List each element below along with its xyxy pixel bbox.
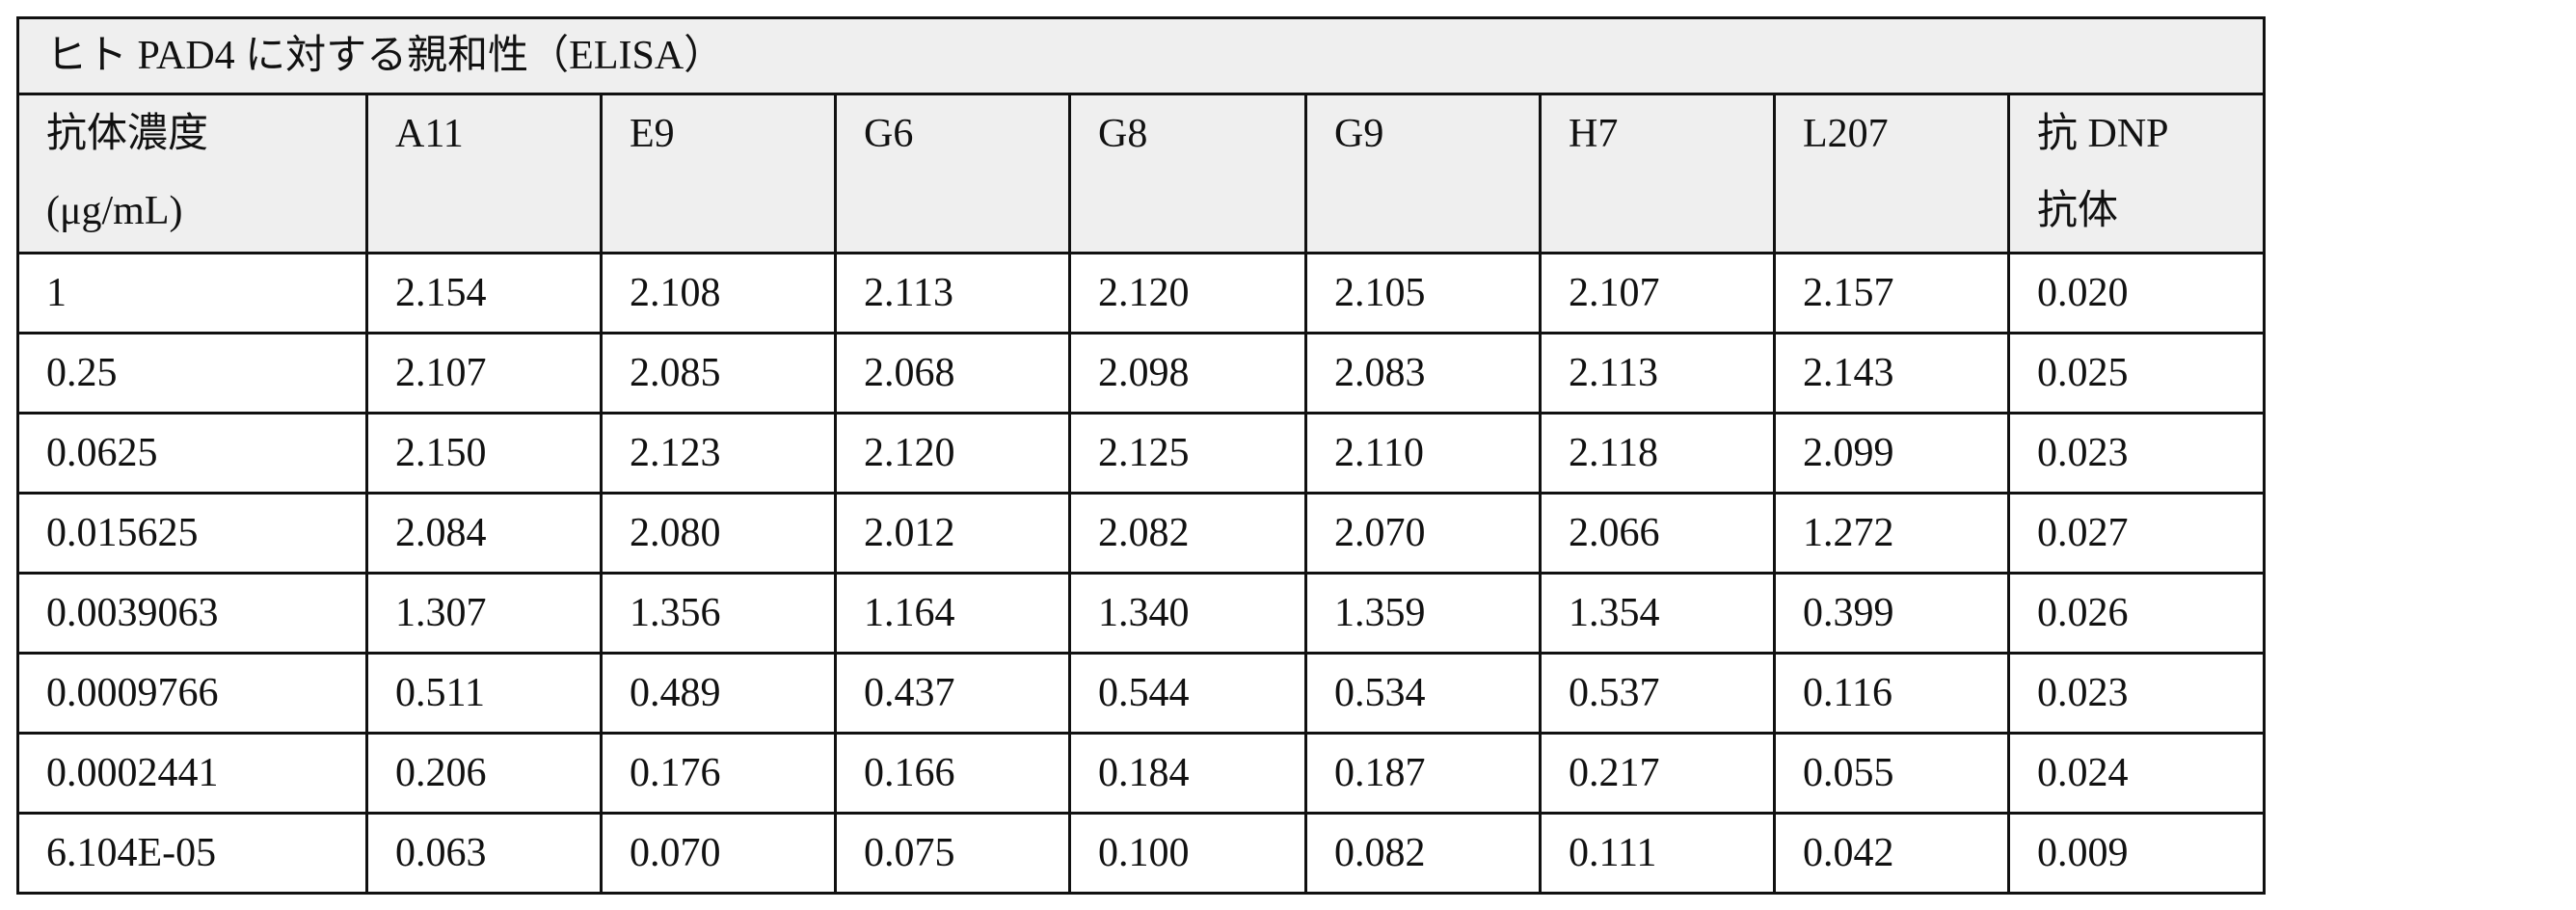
value-cell: 2.012 — [836, 494, 1070, 574]
data-row: 0.00024410.2060.1760.1660.1840.1870.2170… — [18, 734, 2265, 814]
concentration-cell: 1 — [18, 254, 367, 334]
value-cell: 0.184 — [1070, 734, 1306, 814]
value-cell: 2.070 — [1306, 494, 1541, 574]
value-cell: 2.066 — [1541, 494, 1775, 574]
value-cell: 2.110 — [1306, 414, 1541, 494]
concentration-cell: 0.0002441 — [18, 734, 367, 814]
value-cell: 1.356 — [602, 574, 836, 654]
value-cell: 2.107 — [1541, 254, 1775, 334]
value-cell: 0.075 — [836, 814, 1070, 894]
value-cell: 2.107 — [367, 334, 602, 414]
value-cell: 2.108 — [602, 254, 836, 334]
value-cell: 2.113 — [836, 254, 1070, 334]
value-cell: 0.116 — [1775, 654, 2009, 734]
value-cell: 0.042 — [1775, 814, 2009, 894]
value-cell: 2.118 — [1541, 414, 1775, 494]
value-cell: 0.166 — [836, 734, 1070, 814]
value-cell: 2.084 — [367, 494, 602, 574]
header-cell: G9 — [1306, 94, 1541, 254]
value-cell: 0.026 — [2009, 574, 2265, 654]
value-cell: 2.125 — [1070, 414, 1306, 494]
concentration-cell: 0.0009766 — [18, 654, 367, 734]
value-cell: 0.024 — [2009, 734, 2265, 814]
value-cell: 0.537 — [1541, 654, 1775, 734]
value-cell: 0.023 — [2009, 654, 2265, 734]
value-cell: 2.113 — [1541, 334, 1775, 414]
header-cell: H7 — [1541, 94, 1775, 254]
value-cell: 1.359 — [1306, 574, 1541, 654]
data-table: ヒト PAD4 に対する親和性（ELISA） 抗体濃度 (μg/mL)A11E9… — [16, 16, 2266, 895]
value-cell: 0.544 — [1070, 654, 1306, 734]
value-cell: 0.176 — [602, 734, 836, 814]
value-cell: 2.154 — [367, 254, 602, 334]
concentration-cell: 0.0625 — [18, 414, 367, 494]
value-cell: 0.100 — [1070, 814, 1306, 894]
value-cell: 0.187 — [1306, 734, 1541, 814]
value-cell: 0.023 — [2009, 414, 2265, 494]
value-cell: 2.085 — [602, 334, 836, 414]
value-cell: 1.340 — [1070, 574, 1306, 654]
value-cell: 0.009 — [2009, 814, 2265, 894]
value-cell: 0.025 — [2009, 334, 2265, 414]
data-row: 12.1542.1082.1132.1202.1052.1072.1570.02… — [18, 254, 2265, 334]
value-cell: 2.120 — [836, 414, 1070, 494]
header-cell: 抗 DNP 抗体 — [2009, 94, 2265, 254]
value-cell: 2.150 — [367, 414, 602, 494]
concentration-cell: 0.0039063 — [18, 574, 367, 654]
value-cell: 0.217 — [1541, 734, 1775, 814]
value-cell: 1.307 — [367, 574, 602, 654]
value-cell: 0.082 — [1306, 814, 1541, 894]
concentration-cell: 0.015625 — [18, 494, 367, 574]
value-cell: 2.068 — [836, 334, 1070, 414]
value-cell: 1.164 — [836, 574, 1070, 654]
value-cell: 0.111 — [1541, 814, 1775, 894]
value-cell: 0.511 — [367, 654, 602, 734]
value-cell: 2.083 — [1306, 334, 1541, 414]
header-row: 抗体濃度 (μg/mL)A11E9G6G8G9H7L207抗 DNP 抗体 — [18, 94, 2265, 254]
value-cell: 1.272 — [1775, 494, 2009, 574]
value-cell: 2.123 — [602, 414, 836, 494]
data-row: 0.252.1072.0852.0682.0982.0832.1132.1430… — [18, 334, 2265, 414]
value-cell: 0.489 — [602, 654, 836, 734]
value-cell: 2.080 — [602, 494, 836, 574]
value-cell: 2.143 — [1775, 334, 2009, 414]
value-cell: 2.099 — [1775, 414, 2009, 494]
value-cell: 0.437 — [836, 654, 1070, 734]
data-row: 0.00390631.3071.3561.1641.3401.3591.3540… — [18, 574, 2265, 654]
header-cell: G8 — [1070, 94, 1306, 254]
table-body: ヒト PAD4 に対する親和性（ELISA） 抗体濃度 (μg/mL)A11E9… — [18, 18, 2265, 894]
value-cell: 0.055 — [1775, 734, 2009, 814]
value-cell: 2.098 — [1070, 334, 1306, 414]
value-cell: 1.354 — [1541, 574, 1775, 654]
data-row: 0.00097660.5110.4890.4370.5440.5340.5370… — [18, 654, 2265, 734]
data-row: 0.0156252.0842.0802.0122.0822.0702.0661.… — [18, 494, 2265, 574]
value-cell: 2.120 — [1070, 254, 1306, 334]
data-row: 6.104E-050.0630.0700.0750.1000.0820.1110… — [18, 814, 2265, 894]
value-cell: 0.534 — [1306, 654, 1541, 734]
header-cell: E9 — [602, 94, 836, 254]
value-cell: 0.399 — [1775, 574, 2009, 654]
concentration-cell: 6.104E-05 — [18, 814, 367, 894]
header-cell: L207 — [1775, 94, 2009, 254]
data-row: 0.06252.1502.1232.1202.1252.1102.1182.09… — [18, 414, 2265, 494]
value-cell: 0.020 — [2009, 254, 2265, 334]
value-cell: 0.063 — [367, 814, 602, 894]
header-cell: G6 — [836, 94, 1070, 254]
header-cell: A11 — [367, 94, 602, 254]
value-cell: 2.157 — [1775, 254, 2009, 334]
value-cell: 0.027 — [2009, 494, 2265, 574]
concentration-cell: 0.25 — [18, 334, 367, 414]
table-title: ヒト PAD4 に対する親和性（ELISA） — [18, 18, 2265, 94]
value-cell: 2.105 — [1306, 254, 1541, 334]
title-row: ヒト PAD4 に対する親和性（ELISA） — [18, 18, 2265, 94]
value-cell: 2.082 — [1070, 494, 1306, 574]
header-cell: 抗体濃度 (μg/mL) — [18, 94, 367, 254]
table-container: ヒト PAD4 に対する親和性（ELISA） 抗体濃度 (μg/mL)A11E9… — [16, 16, 2266, 895]
value-cell: 0.070 — [602, 814, 836, 894]
value-cell: 0.206 — [367, 734, 602, 814]
